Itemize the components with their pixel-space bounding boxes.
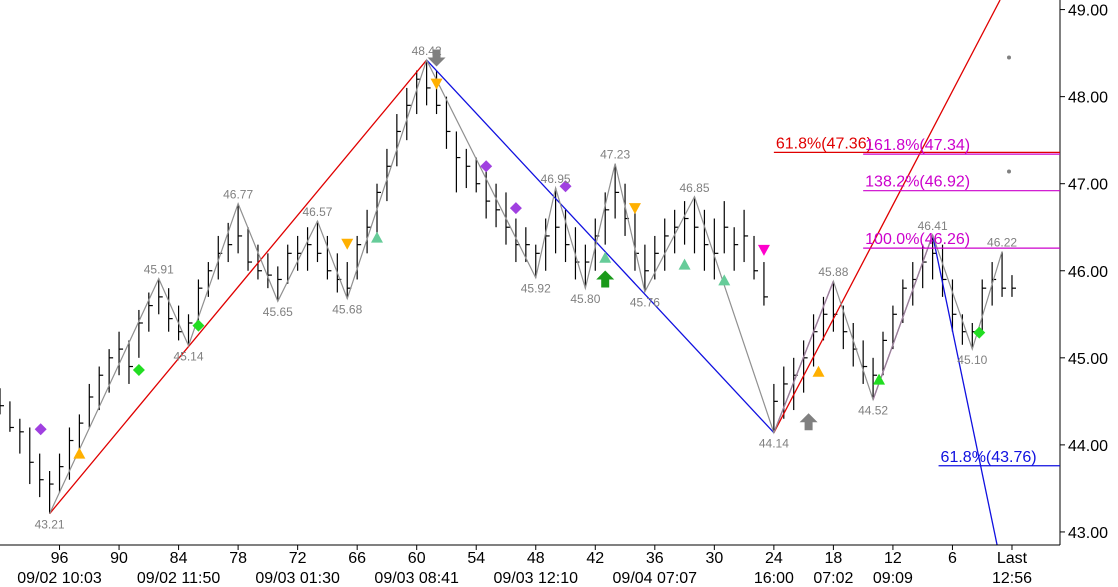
x-date-label: 09/03 12:10 xyxy=(493,570,578,587)
pivot-label: 45.88 xyxy=(818,265,848,279)
fib-label: 161.8%(47.34) xyxy=(865,137,970,154)
x-date-label: 12:56 xyxy=(992,570,1032,587)
pivot-label: 45.92 xyxy=(521,282,551,296)
signal-marker xyxy=(599,251,612,263)
x-date-label: 09/03 08:41 xyxy=(374,570,459,587)
x-tick-label: 54 xyxy=(467,550,485,567)
signal-marker xyxy=(973,326,986,339)
pivot-label: 45.76 xyxy=(630,296,660,310)
pivot-label: 45.65 xyxy=(263,305,293,319)
y-tick-label: 47.00 xyxy=(1068,177,1108,194)
plot-area xyxy=(0,0,1016,545)
fib-label: 61.8%(47.36) xyxy=(776,135,872,152)
zigzag-line xyxy=(49,58,1003,514)
x-tick-label: 12 xyxy=(884,550,902,567)
x-tick-label: 42 xyxy=(586,550,604,567)
pivot-label: 45.14 xyxy=(173,350,203,364)
signal-marker xyxy=(480,160,493,173)
signal-marker xyxy=(427,49,446,67)
x-tick-label: 36 xyxy=(646,550,664,567)
fib-label: 138.2%(46.92) xyxy=(865,174,970,191)
x-tick-label: 66 xyxy=(348,550,366,567)
y-tick-label: 46.00 xyxy=(1068,264,1108,281)
pivot-label: 46.85 xyxy=(679,181,709,195)
x-tick-label: 60 xyxy=(408,550,426,567)
x-tick-label: 6 xyxy=(948,550,957,567)
x-date-label: 09/02 11:50 xyxy=(137,570,220,587)
signal-marker xyxy=(430,78,443,90)
signal-marker xyxy=(873,373,886,385)
pivot-label: 45.10 xyxy=(957,353,987,367)
x-date-label: 09/03 01:30 xyxy=(255,570,340,587)
y-tick-label: 43.00 xyxy=(1068,525,1108,542)
pivot-label: 46.41 xyxy=(918,219,948,233)
pivot-label: 43.21 xyxy=(35,518,65,532)
fib-label: 100.0%(46.26) xyxy=(865,231,970,248)
x-tick-label: 78 xyxy=(229,550,247,567)
signal-marker xyxy=(341,238,354,250)
x-tick-label: Last xyxy=(997,550,1028,567)
trend-line xyxy=(931,234,998,545)
signal-marker xyxy=(596,270,615,288)
x-tick-label: 24 xyxy=(765,550,783,567)
signal-marker xyxy=(757,244,770,256)
x-tick-label: 30 xyxy=(705,550,723,567)
signal-marker xyxy=(132,364,145,377)
y-tick-label: 44.00 xyxy=(1068,438,1108,455)
pivot-label: 45.80 xyxy=(570,292,600,306)
signal-marker xyxy=(73,447,86,459)
pivot-label: 46.77 xyxy=(223,188,253,202)
pivot-label: 47.23 xyxy=(600,148,630,162)
pivot-label: 44.14 xyxy=(759,437,789,451)
pivot-label: 44.52 xyxy=(858,404,888,418)
x-tick-label: 18 xyxy=(824,550,842,567)
signal-marker xyxy=(718,274,731,286)
signal-marker xyxy=(678,258,691,270)
signal-marker xyxy=(812,365,825,377)
signal-marker xyxy=(371,231,384,243)
x-date-label: 16:00 xyxy=(754,570,794,587)
x-tick-label: 90 xyxy=(110,550,128,567)
x-tick-label: 96 xyxy=(51,550,69,567)
x-tick-label: 48 xyxy=(527,550,545,567)
signal-marker xyxy=(1007,55,1012,60)
signal-marker xyxy=(34,423,47,436)
signal-marker xyxy=(1007,169,1012,174)
signal-marker xyxy=(192,319,205,332)
trend-line xyxy=(426,59,775,434)
y-tick-label: 45.00 xyxy=(1068,351,1108,368)
trend-line xyxy=(49,59,428,515)
pivot-label: 48.42 xyxy=(412,44,442,58)
trend-line xyxy=(773,0,1001,433)
x-date-label: 07:02 xyxy=(813,570,853,587)
x-date-label: 09:09 xyxy=(873,570,913,587)
pivot-label: 46.95 xyxy=(541,172,571,186)
y-tick-label: 48.00 xyxy=(1068,90,1108,107)
fib-label: 61.8%(43.76) xyxy=(941,449,1037,466)
signal-marker xyxy=(509,202,522,215)
x-tick-label: 84 xyxy=(170,550,188,567)
y-tick-label: 49.00 xyxy=(1068,3,1108,20)
x-date-label: 09/02 10:03 xyxy=(17,570,102,587)
signal-marker xyxy=(628,203,641,215)
pivot-label: 45.68 xyxy=(332,303,362,317)
pivot-label: 46.57 xyxy=(302,205,332,219)
pivot-label: 45.91 xyxy=(144,263,174,277)
pivot-label: 46.22 xyxy=(987,236,1017,250)
x-date-label: 09/04 07:07 xyxy=(613,570,698,587)
x-tick-label: 72 xyxy=(289,550,307,567)
signal-marker xyxy=(559,180,572,193)
signal-marker xyxy=(799,413,818,431)
